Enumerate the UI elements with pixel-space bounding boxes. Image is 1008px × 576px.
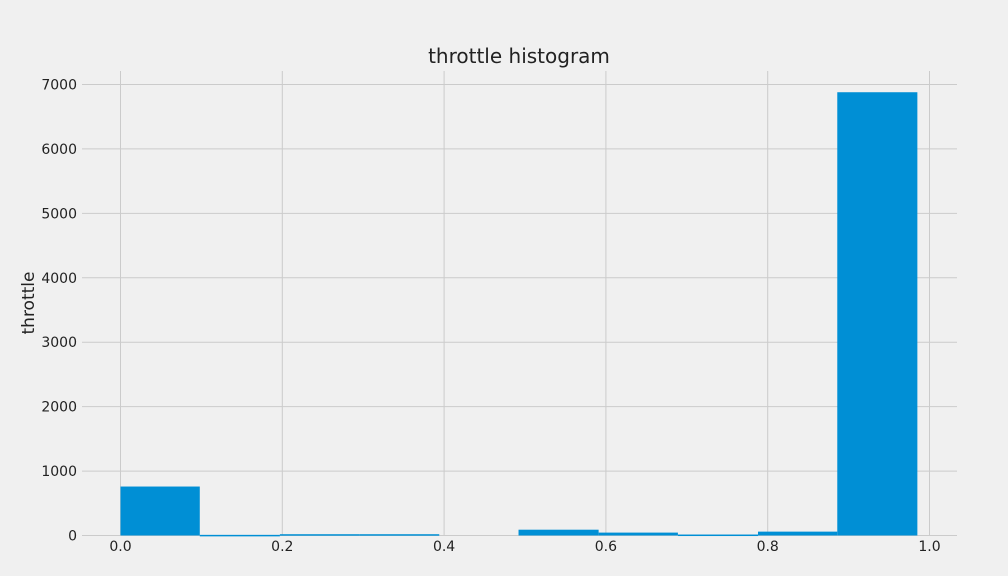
histogram-bar [677, 534, 758, 537]
x-tick-label: 0.4 [433, 539, 455, 555]
y-tick-label: 3000 [41, 335, 77, 351]
histogram-bar [757, 531, 838, 536]
y-tick-labels: 0 1000 2000 3000 4000 5000 6000 7000 [41, 78, 77, 545]
y-tick-label: 7000 [41, 78, 77, 94]
y-tick-label: 5000 [41, 206, 77, 222]
histogram-bar [279, 534, 360, 536]
x-tick-label: 0.0 [109, 539, 131, 555]
bars-layer [120, 92, 918, 537]
y-axis-label: throttle [19, 272, 39, 335]
x-tick-label: 0.6 [595, 539, 617, 555]
y-tick-label: 4000 [41, 271, 77, 287]
y-tick-label: 0 [68, 529, 77, 545]
x-tick-label: 1.0 [918, 539, 940, 555]
histogram-bar [598, 532, 678, 536]
x-tick-label: 0.2 [271, 539, 293, 555]
histogram-bar [837, 92, 918, 536]
grid-layer [82, 71, 957, 536]
histogram-bar [359, 534, 440, 536]
y-tick-label: 1000 [41, 464, 77, 480]
x-tick-label: 0.8 [757, 539, 779, 555]
chart-title: throttle histogram [428, 44, 610, 68]
histogram-bar [199, 534, 280, 537]
histogram-bar [120, 486, 200, 536]
y-tick-label: 6000 [41, 142, 77, 158]
y-tick-label: 2000 [41, 400, 77, 416]
x-tick-labels: 0.0 0.2 0.4 0.6 0.8 1.0 [109, 539, 940, 555]
histogram-bar [518, 529, 599, 536]
